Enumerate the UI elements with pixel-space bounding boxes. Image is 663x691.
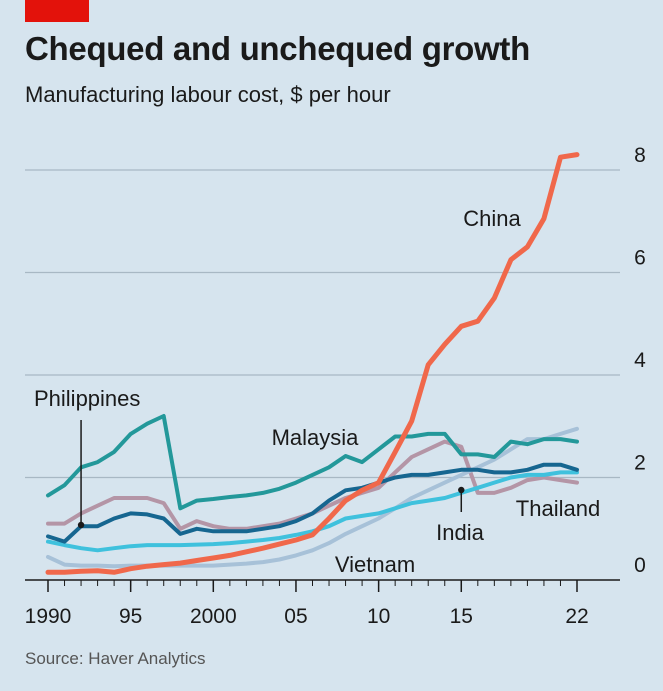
x-tick-label: 15: [450, 605, 473, 628]
x-tick-label: 2000: [190, 605, 237, 628]
x-tick-label: 05: [284, 605, 307, 628]
label-china: China: [463, 206, 521, 231]
philippines-marker: [77, 521, 85, 529]
label-philippines: Philippines: [34, 386, 140, 411]
x-tick-label: 1990: [25, 605, 72, 628]
x-tick-label: 95: [119, 605, 142, 628]
brand-tag: [25, 0, 89, 22]
annotations: [77, 420, 465, 529]
y-tick-label: 6: [634, 247, 646, 270]
y-tick-label: 2: [634, 452, 646, 475]
label-vietnam: Vietnam: [335, 552, 415, 577]
series-line-china: [45, 152, 580, 575]
source-note: Source: Haver Analytics: [25, 649, 206, 668]
label-thailand: Thailand: [516, 496, 600, 521]
y-axis-ticks: 0 2 4 6 8: [634, 144, 646, 577]
y-tick-label: 0: [634, 554, 646, 577]
india-marker: [458, 486, 465, 494]
x-tick-label: 22: [565, 605, 588, 628]
x-axis: 1990 95 2000 05 10 15 22: [25, 579, 620, 628]
series-lines: [45, 152, 580, 575]
label-malaysia: Malaysia: [272, 425, 360, 450]
chart-subtitle: Manufacturing labour cost, $ per hour: [25, 82, 391, 107]
series-labels: China Philippines Malaysia Thailand India Vie…: [34, 206, 600, 577]
chart-title: Chequed and unchequed growth: [25, 30, 530, 67]
y-tick-label: 8: [634, 144, 646, 167]
y-tick-label: 4: [634, 349, 646, 372]
series-line-malaysia: [46, 414, 579, 511]
series-line-cyan: [46, 470, 579, 553]
series-line-india: [46, 462, 579, 544]
label-india: India: [436, 520, 484, 545]
x-tick-label: 10: [367, 605, 390, 628]
